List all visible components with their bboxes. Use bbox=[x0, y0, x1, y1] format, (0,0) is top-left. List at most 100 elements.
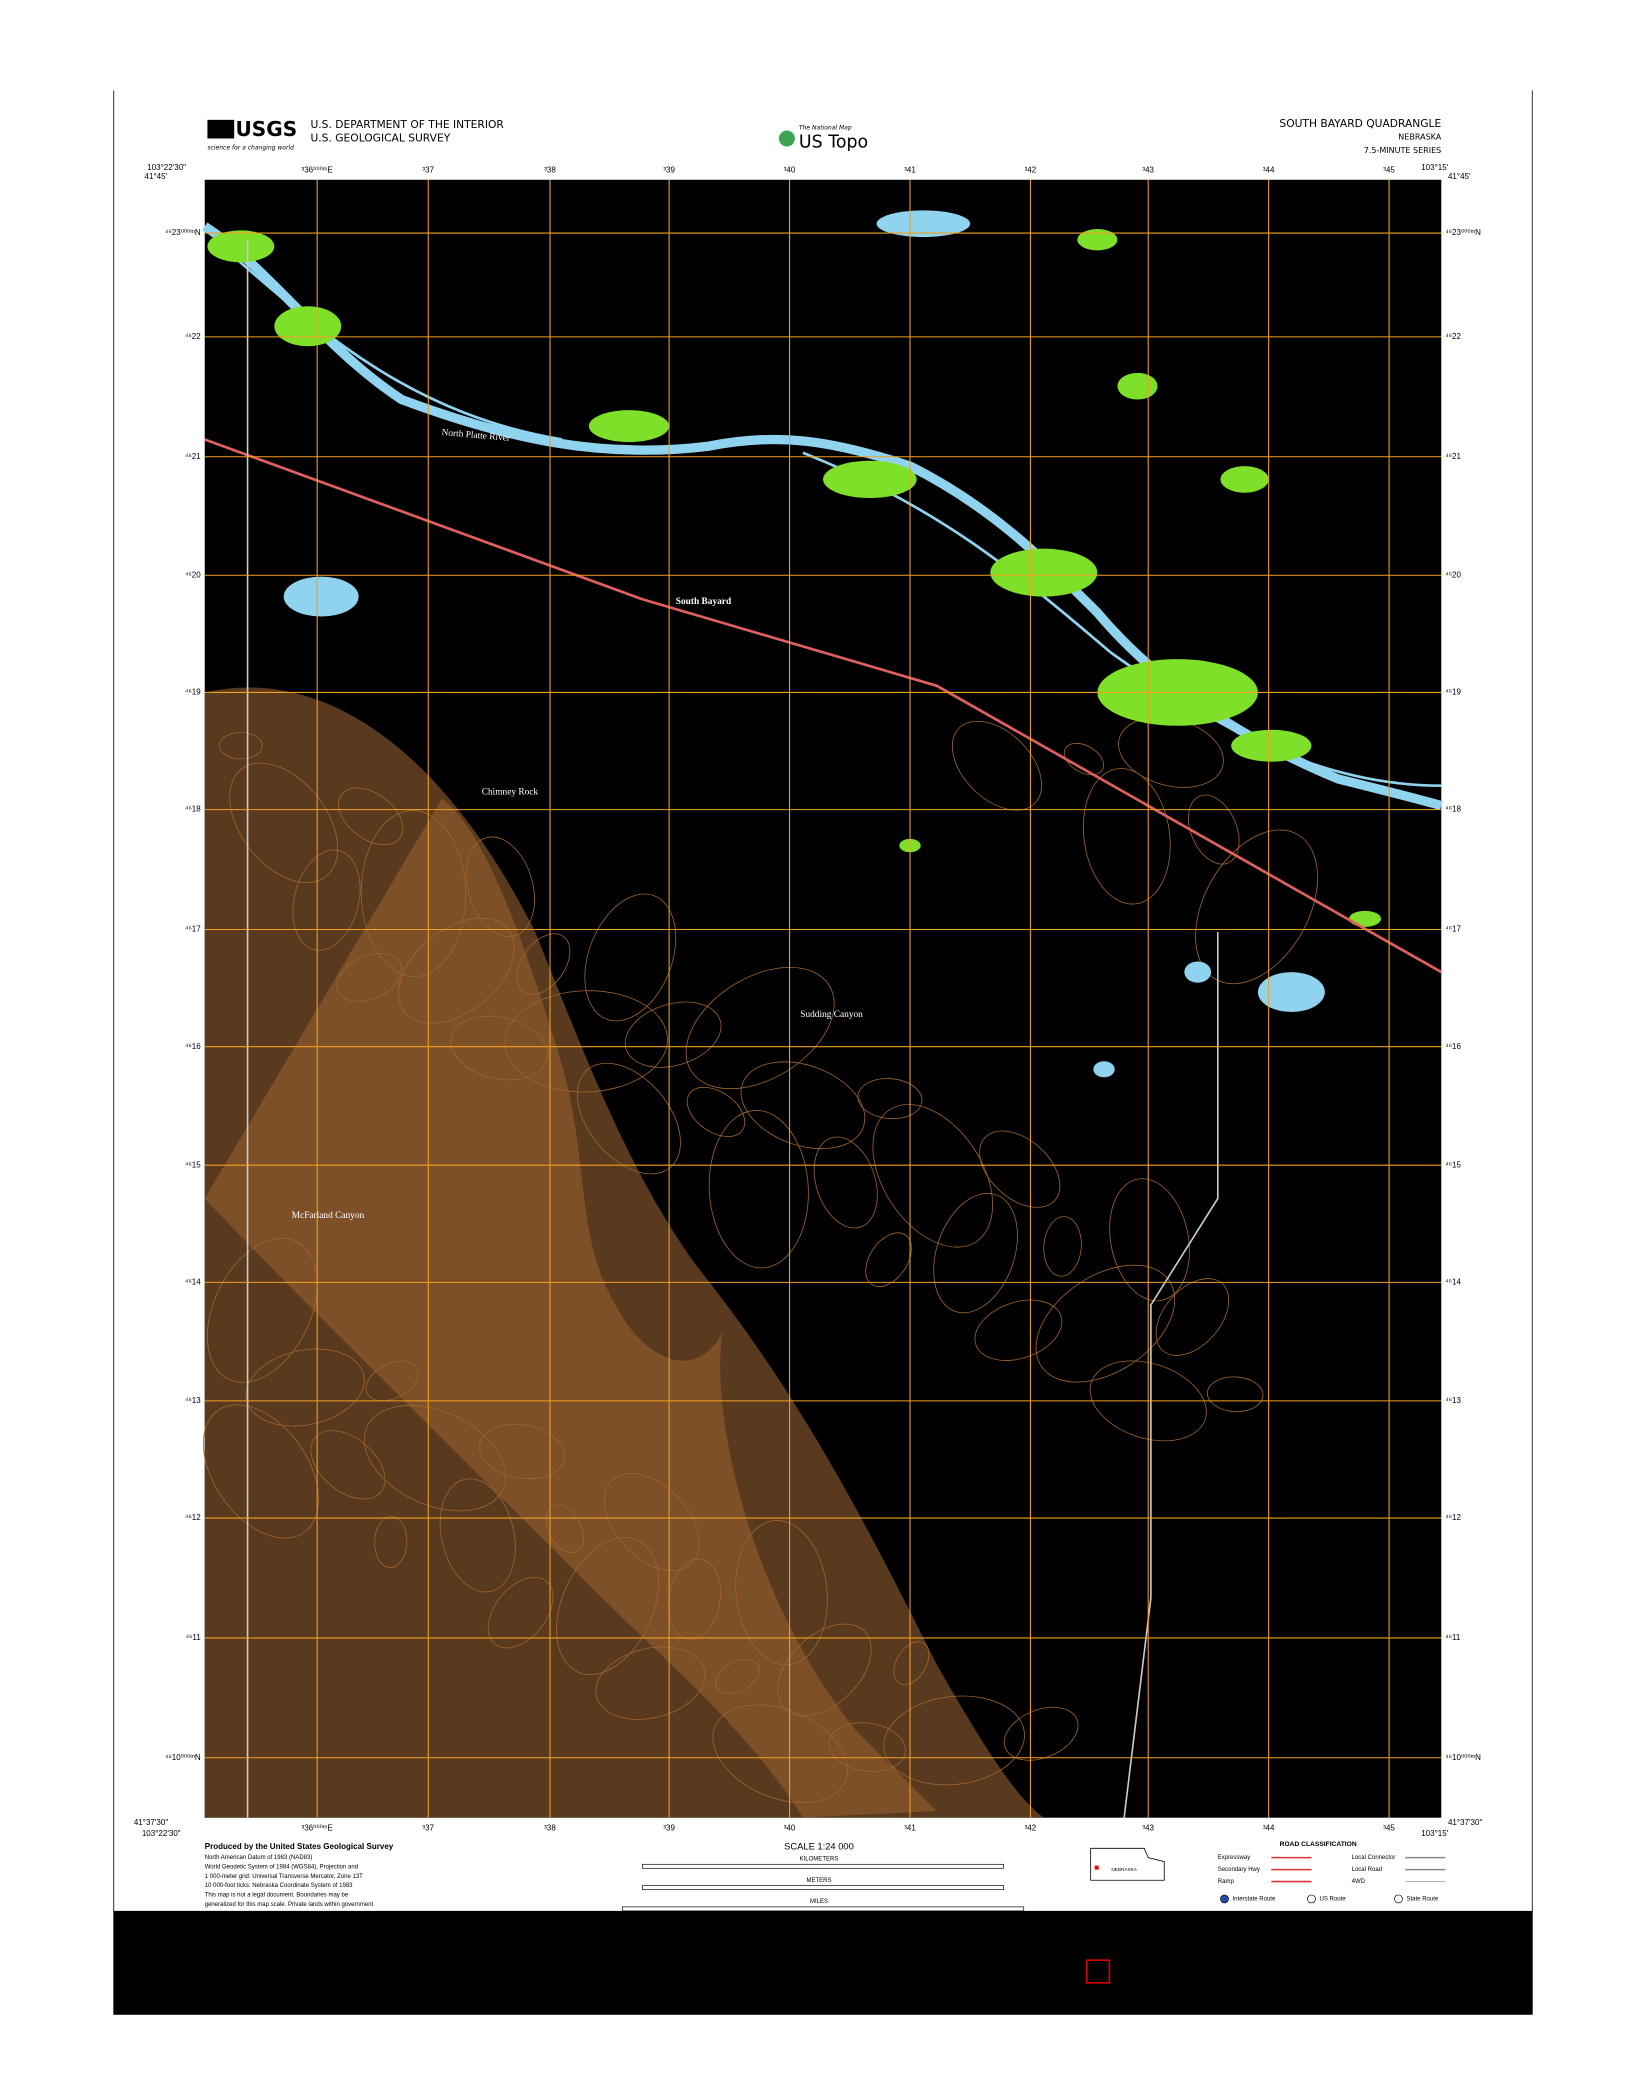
easting-label: ³43 bbox=[1142, 166, 1154, 175]
contour bbox=[365, 1360, 419, 1402]
department: U.S. DEPARTMENT OF THE INTERIOR bbox=[310, 118, 504, 131]
northing-label: ⁴⁶21 bbox=[1445, 452, 1461, 461]
road-legend: Expressway Secondary Hwy Ramp Local Connect… bbox=[1218, 1855, 1446, 1904]
northing-label: ⁴⁶22 bbox=[1445, 332, 1461, 341]
contour bbox=[556, 1536, 659, 1676]
northing-label: ⁴⁶10⁰⁰⁰ᵐN bbox=[1445, 1753, 1481, 1762]
easting-label: ³38 bbox=[544, 166, 556, 175]
easting-label: ³45 bbox=[1383, 166, 1395, 175]
water-bodies bbox=[283, 210, 1325, 1078]
contour bbox=[504, 990, 668, 1093]
producer: Produced by the United States Geological… bbox=[205, 1842, 394, 1851]
easting-label: ³41 bbox=[904, 1823, 916, 1832]
northing-label: ⁴⁶21 bbox=[185, 452, 201, 461]
contour bbox=[545, 1504, 584, 1553]
road-type: Ramp bbox=[1218, 1879, 1235, 1885]
easting-label: ³36⁰⁰⁰ᵐE bbox=[302, 166, 333, 175]
northing-label: ⁴⁶10⁰⁰⁰ᵐN bbox=[165, 1753, 201, 1762]
contour bbox=[336, 953, 403, 1002]
quad-location bbox=[1094, 1865, 1099, 1870]
survey: U.S. GEOLOGICAL SURVEY bbox=[310, 132, 450, 145]
note: North American Datum of 1983 (NAD83) bbox=[205, 1855, 313, 1861]
northing-label: ⁴⁶19 bbox=[185, 688, 201, 697]
route-type: US Route bbox=[1320, 1896, 1347, 1902]
northing-label: ⁴⁶20 bbox=[185, 570, 201, 579]
note: generalized for this map scale. Private … bbox=[205, 1902, 374, 1908]
river-channel bbox=[213, 238, 1442, 787]
place-name: South Bayard bbox=[676, 597, 732, 607]
contour bbox=[310, 1430, 386, 1500]
notes: North American Datum of 1983 (NAD83) Worl… bbox=[205, 1855, 374, 1908]
contour bbox=[1043, 1216, 1082, 1277]
contour bbox=[245, 1348, 365, 1427]
contour bbox=[219, 731, 263, 760]
contour bbox=[292, 849, 361, 951]
place-name: Sudding Canyon bbox=[800, 1010, 863, 1020]
northing-label: ⁴⁶18 bbox=[185, 805, 201, 814]
contour bbox=[439, 1478, 516, 1593]
contour bbox=[466, 836, 535, 938]
place-name: Chimney Rock bbox=[482, 787, 539, 797]
contour bbox=[624, 1001, 722, 1068]
road-type: Local Connector bbox=[1352, 1855, 1396, 1861]
contour bbox=[202, 1404, 319, 1539]
corner-label: 41°45' bbox=[1448, 172, 1471, 181]
quadrangle-name: SOUTH BAYARD QUADRANGLE bbox=[1279, 117, 1441, 130]
contour bbox=[715, 1659, 760, 1695]
contour bbox=[487, 1576, 554, 1649]
note: 1 000-meter grid: Universal Transverse M… bbox=[205, 1874, 363, 1880]
easting-label: ³37 bbox=[422, 1823, 434, 1832]
contour bbox=[951, 720, 1043, 811]
contour bbox=[872, 1104, 994, 1248]
utm-grid bbox=[204, 179, 1442, 1818]
state-label: NEBRASKA bbox=[1111, 1867, 1137, 1872]
easting-label: ³39 bbox=[663, 166, 675, 175]
route-shield bbox=[1307, 1894, 1316, 1904]
corner-label: 103°22'30" bbox=[147, 163, 186, 172]
northing-label: ⁴⁶23⁰⁰⁰ᵐN bbox=[165, 228, 201, 237]
corner-label: 41°45' bbox=[145, 172, 168, 181]
ustopo-icon bbox=[778, 130, 795, 147]
easting-label: ³43 bbox=[1142, 1823, 1154, 1832]
terrain-ridges bbox=[204, 798, 937, 1818]
scale-unit: KILOMETERS bbox=[800, 1857, 839, 1863]
contour bbox=[708, 1109, 809, 1269]
bottom-band bbox=[113, 1910, 1533, 2015]
scale: SCALE 1:24 000 bbox=[784, 1841, 854, 1851]
northing-label: ⁴⁶11 bbox=[1445, 1633, 1461, 1642]
series: 7.5-MINUTE SERIES bbox=[1364, 146, 1442, 155]
contour bbox=[577, 1062, 681, 1175]
easting-label: ³39 bbox=[663, 1823, 675, 1832]
northing-label: ⁴⁶14 bbox=[185, 1277, 201, 1286]
contour bbox=[685, 966, 835, 1090]
contours bbox=[202, 716, 1319, 1804]
state: NEBRASKA bbox=[1398, 133, 1442, 142]
note: This map is not a legal document. Bounda… bbox=[205, 1892, 349, 1898]
contour bbox=[206, 1237, 318, 1383]
contour bbox=[595, 1646, 706, 1720]
corner-label: 103°15' bbox=[1421, 163, 1449, 172]
northing-label: ⁴⁶20 bbox=[1445, 570, 1461, 579]
northing-label: ⁴⁶16 bbox=[185, 1042, 201, 1051]
easting-label: ³44 bbox=[1263, 1823, 1275, 1832]
contour bbox=[813, 1136, 878, 1229]
contour bbox=[1109, 1178, 1190, 1302]
contour bbox=[338, 787, 404, 846]
contour bbox=[360, 810, 467, 978]
contour bbox=[893, 1641, 930, 1686]
place-name: McFarland Canyon bbox=[292, 1211, 365, 1221]
contour bbox=[450, 1015, 549, 1081]
easting-label: ³36⁰⁰⁰ᵐE bbox=[302, 1823, 333, 1832]
logo-mark bbox=[207, 119, 235, 139]
brand: US Topo bbox=[799, 133, 868, 153]
contour bbox=[933, 1192, 1018, 1314]
corner-label: 41°37'30" bbox=[1448, 1818, 1483, 1827]
usgs-logo: USGS science for a changing world bbox=[207, 117, 297, 151]
road-type: Local Road bbox=[1352, 1867, 1382, 1873]
route-shield bbox=[1220, 1894, 1229, 1904]
northing-label: ⁴⁶11 bbox=[186, 1633, 202, 1642]
scale-unit: METERS bbox=[806, 1878, 831, 1884]
contour bbox=[686, 1086, 746, 1137]
contour bbox=[974, 1299, 1063, 1361]
state-outline bbox=[1090, 1847, 1165, 1881]
